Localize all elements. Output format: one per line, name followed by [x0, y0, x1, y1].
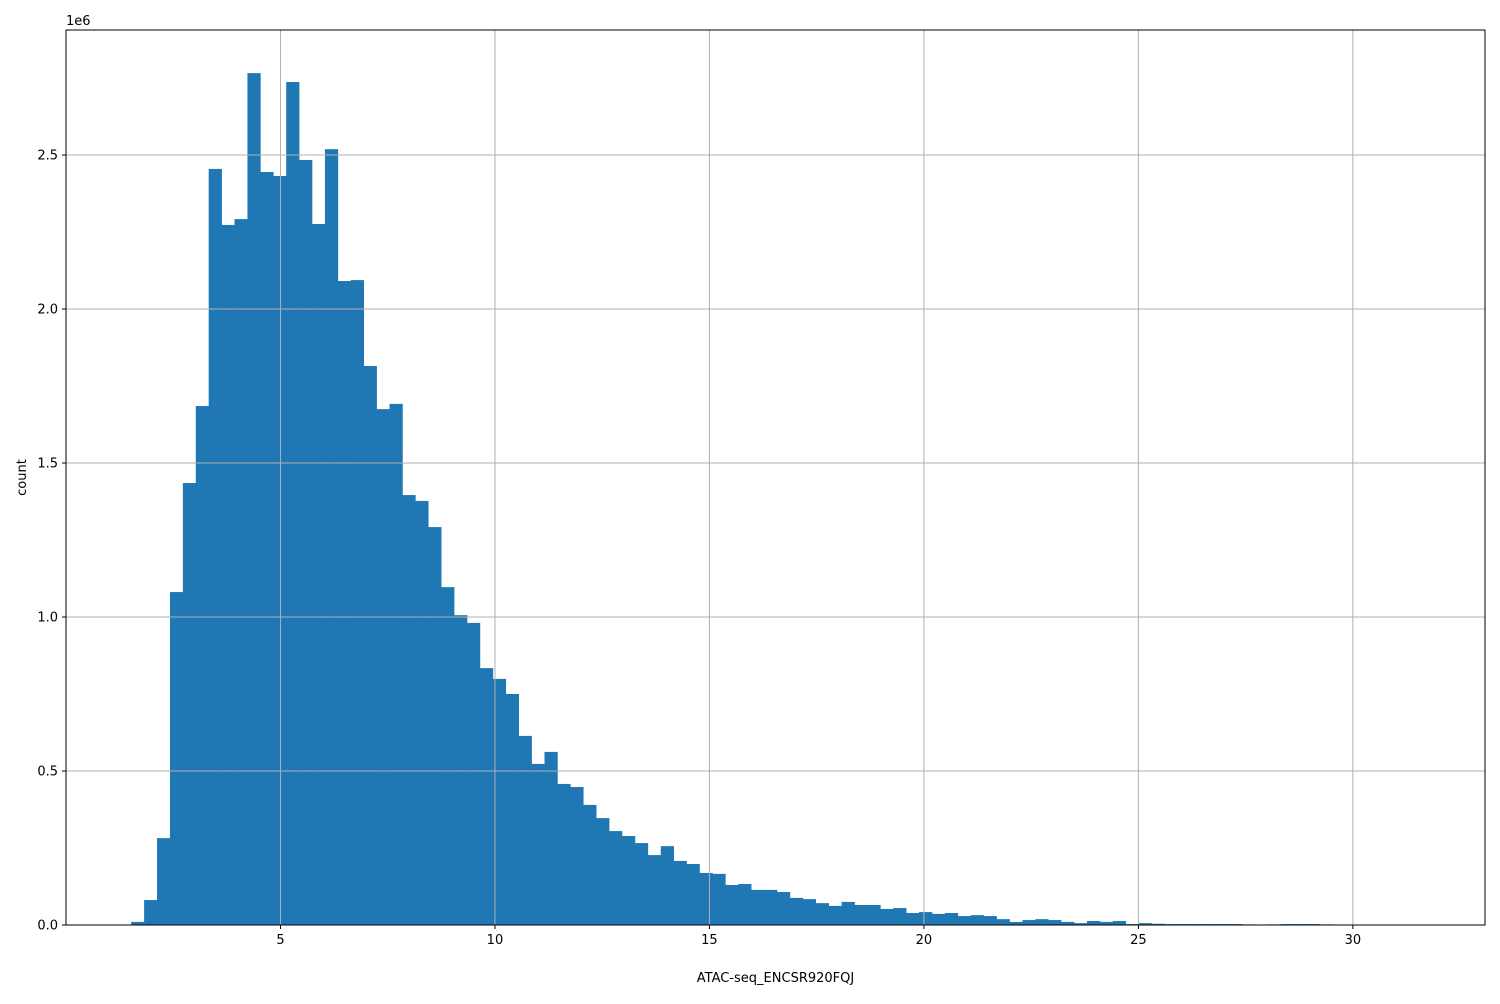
histogram-bar	[390, 404, 403, 925]
x-tick-label: 5	[276, 933, 284, 948]
histogram-bar	[519, 736, 532, 925]
histogram-bar	[183, 483, 196, 925]
histogram-bar	[235, 219, 248, 925]
histogram-bar	[351, 280, 364, 925]
histogram-bar	[764, 890, 777, 925]
histogram-bar	[880, 909, 893, 925]
x-tick-label: 30	[1345, 933, 1362, 948]
x-axis-label: ATAC-seq_ENCSR920FQJ	[697, 971, 854, 986]
y-tick-label: 2.5	[37, 149, 58, 164]
histogram-bar	[932, 914, 945, 925]
histogram-bar	[364, 366, 377, 925]
histogram-bar	[700, 873, 713, 925]
histogram-bar	[919, 912, 932, 925]
histogram-bar	[1048, 920, 1061, 925]
x-tick-label: 15	[701, 933, 718, 948]
histogram-bar	[247, 73, 260, 925]
x-tick-label: 10	[487, 933, 504, 948]
histogram-bar	[377, 409, 390, 925]
histogram-bar	[222, 225, 235, 925]
histogram-bar	[260, 172, 273, 925]
histogram-bar	[415, 501, 428, 925]
histogram-bar	[635, 843, 648, 925]
x-tick-label: 25	[1130, 933, 1147, 948]
histogram-bar	[725, 885, 738, 925]
histogram-bar	[325, 149, 338, 925]
histogram-bar	[454, 615, 467, 925]
histogram-bar	[842, 902, 855, 925]
histogram-bar	[299, 160, 312, 925]
y-axis-label: count	[15, 459, 30, 496]
histogram-bar	[803, 899, 816, 925]
histogram-bar	[790, 898, 803, 925]
histogram-bar	[687, 864, 700, 925]
histogram-bar	[609, 831, 622, 925]
histogram-bar	[480, 668, 493, 925]
histogram-bar	[144, 900, 157, 925]
histogram-bar	[545, 752, 558, 925]
histogram-bar	[777, 892, 790, 925]
histogram-bar	[441, 587, 454, 925]
histogram-bar	[712, 874, 725, 925]
histogram-bar	[557, 784, 570, 925]
histogram-bar	[674, 861, 687, 925]
y-tick-label: 1.0	[37, 611, 58, 626]
y-tick-label: 1.5	[37, 457, 58, 472]
histogram-bar	[854, 905, 867, 925]
histogram-bar	[997, 919, 1010, 925]
y-offset-label: 1e6	[66, 14, 91, 29]
histogram-bar	[506, 694, 519, 925]
histogram-bar	[428, 527, 441, 925]
histogram-bar	[196, 406, 209, 925]
histogram-bar	[170, 592, 183, 925]
y-tick-label: 2.0	[37, 303, 58, 318]
histogram-bar	[209, 169, 222, 925]
y-tick-label: 0.5	[37, 765, 58, 780]
histogram-bar	[906, 913, 919, 925]
histogram-bar	[958, 916, 971, 925]
x-tick-label: 20	[916, 933, 933, 948]
histogram-bar	[532, 764, 545, 925]
histogram-bar	[1087, 921, 1100, 925]
bars-group	[131, 73, 1332, 925]
histogram-bar	[661, 846, 674, 925]
histogram-bar	[971, 915, 984, 925]
histogram-bar	[945, 913, 958, 925]
histogram-bar	[738, 884, 751, 925]
y-tick-label: 0.0	[37, 919, 58, 934]
histogram-bar	[829, 906, 842, 925]
histogram-bar	[622, 836, 635, 925]
histogram-bar	[570, 787, 583, 925]
histogram-bar	[1022, 920, 1035, 925]
histogram-bar	[1113, 921, 1126, 925]
histogram-bar	[751, 890, 764, 925]
histogram-bar	[596, 818, 609, 925]
histogram-bar	[816, 903, 829, 925]
histogram-bar	[286, 82, 299, 925]
histogram-bar	[1035, 919, 1048, 925]
histogram-bar	[338, 281, 351, 925]
histogram-bar	[893, 908, 906, 925]
histogram-bar	[867, 905, 880, 925]
histogram-bar	[984, 916, 997, 925]
histogram-bar	[312, 224, 325, 925]
histogram-bar	[157, 838, 170, 925]
histogram-bar	[648, 855, 661, 925]
histogram-bar	[467, 623, 480, 925]
histogram-bar	[273, 176, 286, 925]
histogram-bar	[402, 495, 415, 925]
histogram-bar	[583, 805, 596, 925]
